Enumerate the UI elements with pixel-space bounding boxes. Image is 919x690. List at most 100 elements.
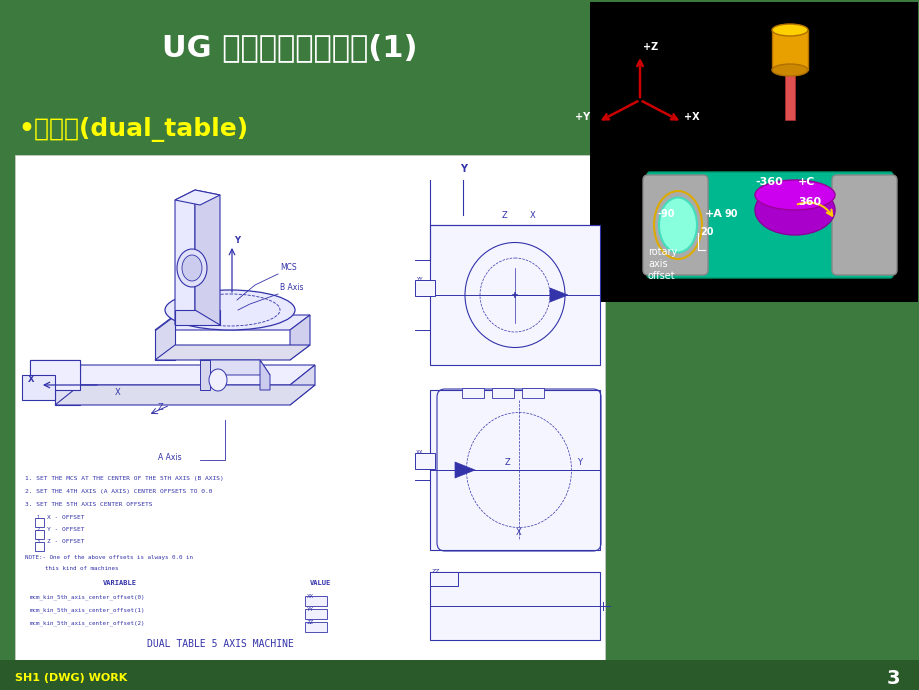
Text: ZZ: ZZ xyxy=(307,620,313,625)
Polygon shape xyxy=(154,315,310,330)
Bar xyxy=(521,388,543,398)
Text: Z: Z xyxy=(158,403,164,412)
Bar xyxy=(771,30,807,70)
Ellipse shape xyxy=(182,255,202,281)
Polygon shape xyxy=(30,370,55,390)
Text: ZZ: ZZ xyxy=(432,569,440,574)
Ellipse shape xyxy=(165,290,295,330)
Text: Y - OFFSET: Y - OFFSET xyxy=(47,527,85,532)
Bar xyxy=(305,609,326,619)
Text: axis: axis xyxy=(647,259,667,269)
Text: +X: +X xyxy=(683,112,698,122)
Text: •双转台(dual_table): •双转台(dual_table) xyxy=(18,117,248,143)
Bar xyxy=(0,660,919,690)
Text: this kind of machines: this kind of machines xyxy=(45,566,119,571)
Text: XX: XX xyxy=(415,450,423,455)
Polygon shape xyxy=(289,315,310,360)
Bar xyxy=(589,2,917,302)
Text: +A: +A xyxy=(704,209,722,219)
Bar xyxy=(15,155,605,660)
Text: UG 支持各类五轴机床(1): UG 支持各类五轴机床(1) xyxy=(162,34,417,63)
Polygon shape xyxy=(550,288,567,302)
Text: Y: Y xyxy=(233,236,240,245)
Text: X: X xyxy=(28,375,35,384)
Text: mcm_kin_5th_axis_center_offset(0): mcm_kin_5th_axis_center_offset(0) xyxy=(30,594,145,600)
Bar xyxy=(35,518,44,527)
Text: Z: Z xyxy=(505,458,510,467)
FancyBboxPatch shape xyxy=(642,175,708,275)
Text: 1. SET THE MCS AT THE CENTER OF THE 5TH AXIS (B AXIS): 1. SET THE MCS AT THE CENTER OF THE 5TH … xyxy=(25,476,223,481)
Polygon shape xyxy=(199,360,210,390)
Text: -360: -360 xyxy=(754,177,782,187)
Bar xyxy=(305,596,326,606)
FancyBboxPatch shape xyxy=(646,172,892,278)
Polygon shape xyxy=(55,365,80,405)
Polygon shape xyxy=(260,360,269,390)
Text: mcm_kin_5th_axis_center_offset(2): mcm_kin_5th_axis_center_offset(2) xyxy=(30,620,145,626)
Polygon shape xyxy=(30,360,80,370)
Polygon shape xyxy=(55,365,314,385)
Text: XX: XX xyxy=(307,594,313,599)
Bar xyxy=(492,388,514,398)
Ellipse shape xyxy=(754,180,834,210)
Polygon shape xyxy=(30,360,80,390)
Polygon shape xyxy=(154,315,175,360)
Text: +Z: +Z xyxy=(642,42,657,52)
Text: YY: YY xyxy=(415,277,422,282)
Text: -90: -90 xyxy=(657,209,675,219)
Text: MCS: MCS xyxy=(279,263,296,272)
Text: 20: 20 xyxy=(699,227,713,237)
Text: X: X xyxy=(115,388,120,397)
FancyBboxPatch shape xyxy=(831,175,896,275)
Text: YY: YY xyxy=(307,607,313,612)
Polygon shape xyxy=(455,462,474,478)
Text: +C: +C xyxy=(797,177,814,187)
Text: DUAL TABLE 5 AXIS MACHINE: DUAL TABLE 5 AXIS MACHINE xyxy=(146,639,293,649)
Text: X - OFFSET: X - OFFSET xyxy=(47,515,85,520)
Text: VARIABLE: VARIABLE xyxy=(103,580,137,586)
Bar xyxy=(305,622,326,632)
Bar xyxy=(784,65,794,120)
Ellipse shape xyxy=(771,24,807,36)
Ellipse shape xyxy=(658,197,697,253)
Text: Z: Z xyxy=(502,211,507,220)
Polygon shape xyxy=(195,190,220,325)
Polygon shape xyxy=(55,385,314,405)
Text: 3: 3 xyxy=(886,669,899,687)
Bar xyxy=(429,390,599,550)
Text: Y: Y xyxy=(460,164,467,174)
Text: 3. SET THE 5TH AXIS CENTER OFFSETS: 3. SET THE 5TH AXIS CENTER OFFSETS xyxy=(25,502,153,507)
Text: SH1 (DWG) WORK: SH1 (DWG) WORK xyxy=(15,673,127,683)
Bar xyxy=(429,572,599,640)
Text: offset: offset xyxy=(647,271,675,281)
Ellipse shape xyxy=(754,185,834,235)
Text: 90: 90 xyxy=(724,209,738,219)
Bar xyxy=(461,388,483,398)
Text: NOTE:- One of the above offsets is always 0.0 in: NOTE:- One of the above offsets is alway… xyxy=(25,555,193,560)
Ellipse shape xyxy=(209,369,227,391)
Text: +Y: +Y xyxy=(574,112,589,122)
Bar xyxy=(414,280,435,296)
Text: mcm_kin_5th_axis_center_offset(1): mcm_kin_5th_axis_center_offset(1) xyxy=(30,607,145,613)
Text: VALUE: VALUE xyxy=(310,580,331,586)
Text: 2. SET THE 4TH AXIS (A AXIS) CENTER OFFSETS TO 0.0: 2. SET THE 4TH AXIS (A AXIS) CENTER OFFS… xyxy=(25,489,212,494)
Text: B Axis: B Axis xyxy=(279,283,303,292)
Text: Y: Y xyxy=(576,458,582,467)
Polygon shape xyxy=(154,345,310,360)
Bar xyxy=(35,542,44,551)
Polygon shape xyxy=(199,360,269,375)
Text: Z - OFFSET: Z - OFFSET xyxy=(47,539,85,544)
Ellipse shape xyxy=(176,249,207,287)
Bar xyxy=(414,453,435,469)
Ellipse shape xyxy=(771,64,807,76)
Bar xyxy=(35,530,44,539)
Polygon shape xyxy=(175,310,220,325)
Polygon shape xyxy=(289,365,314,405)
Polygon shape xyxy=(22,375,55,400)
Text: rotary: rotary xyxy=(647,247,676,257)
Text: X: X xyxy=(529,211,535,220)
Text: X: X xyxy=(516,528,521,537)
Polygon shape xyxy=(175,190,195,325)
Text: 3: 3 xyxy=(37,539,40,544)
Polygon shape xyxy=(175,190,220,205)
